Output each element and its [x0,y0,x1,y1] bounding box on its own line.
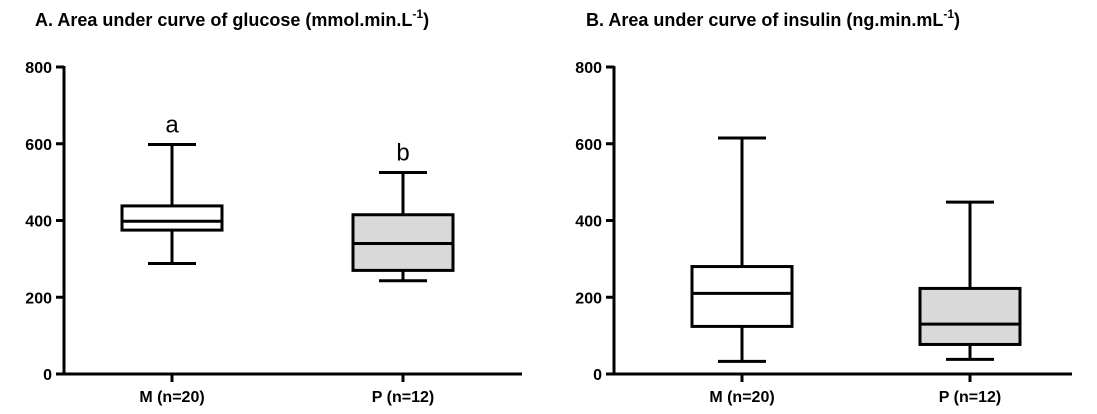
chart-title-superscript: -1 [943,7,954,21]
plot-area: 0 200 400 600 800 M (n=20) a P (n=12) b [25,60,522,406]
box-iqr [120,204,224,232]
chart-title-main: B. Area under curve of insulin (ng.min.m… [586,10,943,30]
y-tick-label: 800 [575,60,602,77]
y-tick-label: 200 [25,290,52,307]
panel-glucose: A. Area under curve of glucose (mmol.min… [25,7,522,406]
y-tick-label: 0 [593,367,602,384]
y-tick-label: 0 [43,367,52,384]
chart-title-suffix: ) [423,10,429,30]
y-tick-label: 600 [25,137,52,154]
y-tick-label: 400 [575,214,602,231]
chart-title-main: A. Area under curve of glucose (mmol.min… [35,10,412,30]
significance-letter: b [396,140,409,167]
chart-title: A. Area under curve of glucose (mmol.min… [35,7,429,30]
chart-title-superscript: -1 [412,7,423,21]
x-tick-label: M (n=20) [709,389,774,406]
significance-letter: a [165,112,179,139]
panel-insulin: B. Area under curve of insulin (ng.min.m… [575,7,1072,406]
x-tick-label: P (n=12) [372,389,434,406]
plot-area: 0 200 400 600 800 M (n=20) P (n=12) [575,60,1072,406]
box-iqr [690,265,794,328]
x-tick-label: M (n=20) [139,389,204,406]
box-iqr [918,286,1022,346]
y-tick-label: 200 [575,290,602,307]
y-tick-label: 400 [25,214,52,231]
chart-title: B. Area under curve of insulin (ng.min.m… [586,7,960,30]
y-tick-label: 800 [25,60,52,77]
x-tick-label: P (n=12) [939,389,1001,406]
chart-title-suffix: ) [954,10,960,30]
y-tick-label: 600 [575,137,602,154]
